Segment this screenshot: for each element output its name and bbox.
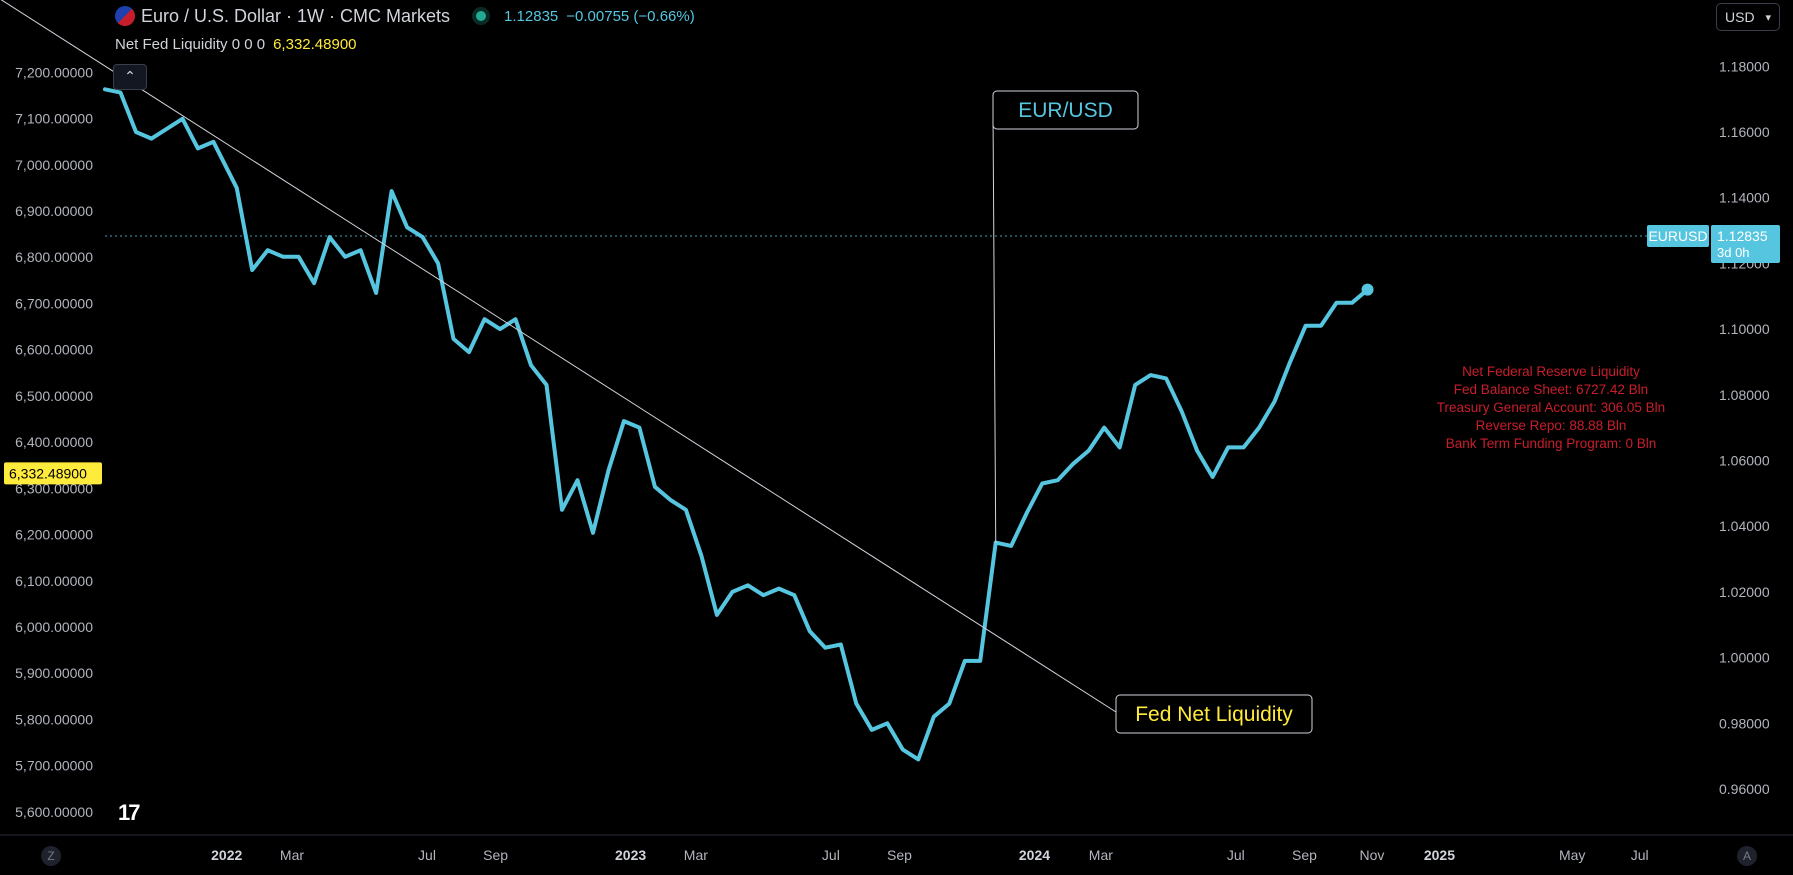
left-axis-tick-label: 6,600.00000 — [15, 342, 93, 358]
time-axis-tick-label: 2025 — [1424, 847, 1455, 863]
time-axis-tick-label: Jul — [418, 847, 436, 863]
time-axis-tick-label: Mar — [1089, 847, 1113, 863]
auto-scale-button[interactable]: A — [1737, 846, 1757, 866]
callout-box — [992, 90, 1139, 130]
chart-header: Euro / U.S. Dollar · 1W · CMC Markets 1.… — [115, 4, 695, 28]
left-axis-tick-label: 5,900.00000 — [15, 665, 93, 681]
time-axis-tick-label: Nov — [1359, 847, 1384, 863]
left-axis-tick-label: 6,900.00000 — [15, 203, 93, 219]
market-status-dot-icon — [476, 11, 487, 21]
info-box-line: Net Federal Reserve Liquidity — [1462, 364, 1640, 379]
time-axis-tick-label: Jul — [1631, 847, 1649, 863]
left-axis-tick-label: 6,700.00000 — [15, 295, 93, 311]
right-axis-tick-label: 0.98000 — [1719, 715, 1770, 731]
eurusd-price-tag-value: 1.12835 — [1717, 228, 1768, 244]
currency-label: USD — [1725, 9, 1755, 25]
liquidity-price-tag-value: 6,332.48900 — [9, 465, 87, 481]
right-axis-tick-label: 0.96000 — [1719, 781, 1770, 797]
right-axis-tick-label: 1.06000 — [1719, 452, 1770, 468]
time-axis-tick-label: 2023 — [615, 847, 646, 863]
right-axis-tick-label: 1.08000 — [1719, 387, 1770, 403]
left-axis-tick-label: 6,100.00000 — [15, 573, 93, 589]
eurusd-symbol-tag — [1647, 224, 1709, 247]
collapse-legend-button[interactable]: ⌃ — [113, 64, 147, 90]
zoom-reset-button[interactable]: Z — [41, 846, 61, 866]
left-axis-tick-label: 6,200.00000 — [15, 527, 93, 543]
info-box-line: Treasury General Account: 306.05 Bln — [1437, 400, 1665, 415]
left-axis-tick-label: 5,600.00000 — [15, 804, 93, 820]
eurusd-symbol-tag-label: EURUSD — [1648, 228, 1707, 244]
left-axis-tick-label: 5,700.00000 — [15, 758, 93, 774]
time-axis-tick-label: Jul — [822, 847, 840, 863]
chevron-up-icon: ⌃ — [124, 68, 136, 84]
time-axis-tick-label: Mar — [684, 847, 708, 863]
left-axis-tick-label: 7,100.00000 — [15, 111, 93, 127]
indicator-label: Net Fed Liquidity 0 0 0 — [115, 36, 266, 53]
callout-box — [1115, 694, 1313, 734]
time-axis-tick-label: Sep — [887, 847, 912, 863]
chevron-down-icon: ▾ — [1765, 11, 1771, 24]
time-axis-tick-label: 2022 — [211, 847, 242, 863]
right-axis-tick-label: 1.00000 — [1719, 650, 1770, 666]
info-box-line: Reverse Repo: 88.88 Bln — [1476, 418, 1627, 433]
left-axis-tick-label: 5,800.00000 — [15, 711, 93, 727]
currency-select[interactable]: USD ▾ — [1716, 3, 1780, 31]
eurusd-price-tag — [1711, 224, 1780, 263]
eur-usd-flag-icon — [115, 6, 135, 26]
time-axis-tick-label: Sep — [1292, 847, 1317, 863]
callout-label: EUR/USD — [1018, 99, 1113, 122]
indicator-legend[interactable]: Net Fed Liquidity 0 0 0 6,332.48900 — [115, 36, 357, 53]
right-axis-tick-label: 1.18000 — [1719, 58, 1770, 74]
callout-leader — [0, 0, 1117, 713]
liquidity-price-tag — [4, 462, 102, 485]
right-axis-tick-label: 1.16000 — [1719, 124, 1770, 140]
eurusd-last-point — [1361, 283, 1374, 296]
left-axis-tick-label: 6,500.00000 — [15, 388, 93, 404]
right-axis-tick-label: 1.14000 — [1719, 190, 1770, 206]
time-axis-tick-label: Jul — [1227, 847, 1245, 863]
callout-leader — [992, 109, 997, 543]
left-axis-tick-label: 7,200.00000 — [15, 64, 93, 80]
right-axis-tick-label: 1.10000 — [1719, 321, 1770, 337]
left-axis-tick-label: 7,000.00000 — [15, 157, 93, 173]
info-box-line: Bank Term Funding Program: 0 Bln — [1446, 436, 1657, 451]
symbol-title[interactable]: Euro / U.S. Dollar · 1W · CMC Markets — [141, 5, 451, 26]
eurusd-price-tag-countdown: 3d 0h — [1717, 245, 1750, 260]
time-axis-tick-label: 2024 — [1019, 847, 1050, 863]
left-axis-tick-label: 6,800.00000 — [15, 249, 93, 265]
left-axis-tick-label: 6,400.00000 — [15, 434, 93, 450]
indicator-value: 6,332.48900 — [273, 36, 357, 53]
tradingview-logo: 17 — [118, 800, 141, 825]
price-change: −0.00755 (−0.66%) — [566, 7, 695, 25]
time-axis-tick-label: Mar — [280, 847, 304, 863]
time-axis-tick-label: Sep — [483, 847, 508, 863]
right-axis-tick-label: 1.04000 — [1719, 518, 1770, 534]
last-price: 1.12835 — [504, 7, 559, 25]
info-box-line: Fed Balance Sheet: 6727.42 Bln — [1454, 382, 1648, 397]
left-axis-tick-label: 6,300.00000 — [15, 480, 93, 496]
left-axis-tick-label: 6,000.00000 — [15, 619, 93, 635]
right-axis-tick-label: 1.02000 — [1719, 584, 1770, 600]
callout-label: Fed Net Liquidity — [1135, 703, 1293, 726]
eurusd-line — [103, 87, 1370, 762]
time-axis-tick-label: May — [1559, 847, 1585, 863]
